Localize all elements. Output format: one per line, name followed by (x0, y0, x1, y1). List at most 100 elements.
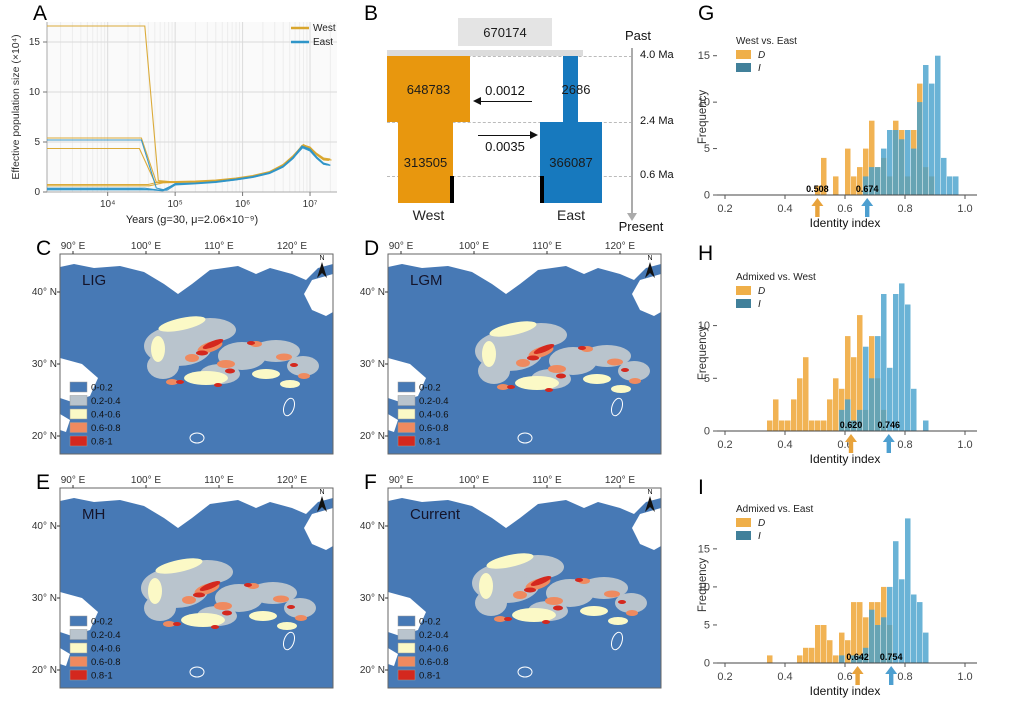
map-legend: 0-0.2 0.2-0.4 0.4-0.6 0.6-0.8 0.8-1 (69, 381, 121, 448)
svg-text:40° N: 40° N (360, 521, 385, 532)
svg-text:110° E: 110° E (532, 475, 562, 486)
svg-text:100° E: 100° E (459, 475, 489, 486)
svg-text:5: 5 (704, 143, 710, 155)
svg-text:20° N: 20° N (360, 431, 385, 442)
panel-label-i: I (698, 476, 704, 499)
psmc-line-chart: 10⁴ 10⁵ 10⁶ 10⁷ 0 5 10 15 West East Effective popu… (10, 22, 337, 226)
svg-text:0.6: 0.6 (837, 671, 852, 683)
mean-arrow-0.674: 0.674 (856, 184, 879, 217)
svg-text:Identity index: Identity index (810, 684, 881, 698)
map-xtick: 110° E (204, 241, 234, 252)
svg-text:N: N (647, 489, 652, 496)
histogram-admixed-vs-east: 0.2 0.4 0.6 0.8 1.0 0 5 10 15 Frequency Identity i… (697, 504, 977, 698)
svg-text:D: D (758, 50, 765, 61)
svg-text:15: 15 (29, 37, 41, 48)
east-old-size: 2686 (548, 80, 604, 98)
svg-text:0.8: 0.8 (897, 439, 912, 451)
east-old-size-text: 2686 (561, 81, 591, 97)
svg-text:100° E: 100° E (131, 475, 161, 486)
svg-text:0.8-1: 0.8-1 (419, 671, 441, 682)
ancestral-population-box: 670174 (458, 18, 552, 46)
map-panel-lig: 90° E 100° E 110° E 120° E 40° N 30° N 2… (32, 241, 334, 455)
bars-I (863, 55, 959, 196)
mean-arrow-0.642: 0.642 (846, 652, 869, 685)
svg-text:I: I (758, 299, 761, 310)
svg-text:N: N (647, 255, 652, 262)
east-recent-size: 366087 (549, 155, 593, 170)
svg-text:40° N: 40° N (32, 521, 57, 532)
svg-text:D: D (758, 518, 765, 529)
svg-text:0.4: 0.4 (777, 439, 792, 451)
svg-text:0.6-0.8: 0.6-0.8 (419, 657, 449, 668)
svg-text:Admixed vs. West: Admixed vs. West (736, 272, 816, 283)
svg-text:120° E: 120° E (605, 241, 635, 252)
svg-text:0.4-0.6: 0.4-0.6 (91, 410, 121, 421)
svg-text:0.6-0.8: 0.6-0.8 (419, 423, 449, 434)
west-group-label: West (412, 207, 445, 223)
svg-text:N: N (319, 489, 324, 496)
svg-text:1.0: 1.0 (957, 671, 972, 683)
svg-text:0.2: 0.2 (717, 439, 732, 451)
panel-label-d: D (364, 237, 380, 260)
map-xtick: 120° E (277, 241, 307, 252)
svg-text:0.6-0.8: 0.6-0.8 (91, 423, 121, 434)
mean-arrow-0.508: 0.508 (806, 184, 829, 217)
svg-text:10: 10 (698, 581, 710, 593)
svg-text:Admixed vs. East: Admixed vs. East (736, 504, 813, 515)
svg-text:0.754: 0.754 (880, 652, 903, 662)
map-ytick: 30° N (32, 359, 57, 370)
svg-text:0.8-1: 0.8-1 (91, 671, 113, 682)
hist-legend: West vs. East DI (736, 36, 797, 74)
bars-I (839, 283, 929, 431)
svg-text:0: 0 (704, 658, 710, 670)
svg-text:90° E: 90° E (389, 241, 414, 252)
svg-text:0.2-0.4: 0.2-0.4 (91, 396, 121, 407)
divergence-diagram: 670174 648783 313505 2686 366087 0.0012 … (368, 0, 686, 238)
svg-text:0-0.2: 0-0.2 (91, 383, 113, 394)
svg-text:0-0.2: 0-0.2 (419, 617, 441, 628)
map-xtick: 90° E (61, 241, 86, 252)
svg-text:West vs. East: West vs. East (736, 36, 797, 47)
svg-text:Effective population size (×10: Effective population size (×10⁴) (10, 34, 22, 179)
panel-label-f: F (364, 471, 377, 494)
gridlines (47, 22, 337, 193)
svg-text:110° E: 110° E (204, 475, 234, 486)
svg-text:0.2-0.4: 0.2-0.4 (419, 630, 449, 641)
hist-legend: Admixed vs. West DI (736, 272, 816, 310)
svg-text:5: 5 (34, 137, 40, 148)
psmc-series-lines (47, 25, 332, 192)
panel-label-b: B (364, 2, 379, 25)
panel-label-e: E (36, 471, 51, 494)
svg-text:0.620: 0.620 (840, 420, 863, 430)
migration-rate-west-to-east: 0.0035 (485, 139, 525, 154)
svg-text:10⁴: 10⁴ (100, 199, 115, 210)
west-recent-population-box: 313505 (398, 122, 453, 203)
svg-text:5: 5 (704, 373, 710, 385)
map-legend: 0-0.2 0.2-0.4 0.4-0.6 0.6-0.8 0.8-1 (397, 381, 449, 448)
svg-text:Identity index: Identity index (810, 216, 881, 230)
svg-text:0.746: 0.746 (878, 420, 901, 430)
west-sample-tick (450, 176, 454, 203)
svg-text:10⁶: 10⁶ (235, 199, 250, 210)
svg-text:Frequency: Frequency (697, 558, 709, 613)
map-panel-current: 90° E 100° E 110° E 120° E 40° N 30° N 2… (360, 475, 662, 689)
ancestral-size: 670174 (483, 24, 527, 40)
svg-text:0: 0 (34, 187, 40, 198)
svg-text:30° N: 30° N (32, 593, 57, 604)
svg-text:0.2: 0.2 (717, 671, 732, 683)
mean-arrow-0.620: 0.620 (840, 420, 863, 453)
svg-text:0.674: 0.674 (856, 184, 879, 194)
svg-text:120° E: 120° E (277, 475, 307, 486)
svg-text:20° N: 20° N (32, 665, 57, 676)
west-recent-size: 313505 (403, 155, 448, 170)
bars-D (767, 315, 887, 431)
svg-text:10: 10 (698, 320, 710, 332)
east-sample-tick (540, 176, 544, 203)
svg-text:120° E: 120° E (605, 475, 635, 486)
line-legend: West East (291, 23, 336, 48)
svg-text:90° E: 90° E (389, 475, 414, 486)
svg-text:110° E: 110° E (532, 241, 562, 252)
map-period-title: Current (410, 506, 461, 523)
map-ytick: 20° N (32, 431, 57, 442)
